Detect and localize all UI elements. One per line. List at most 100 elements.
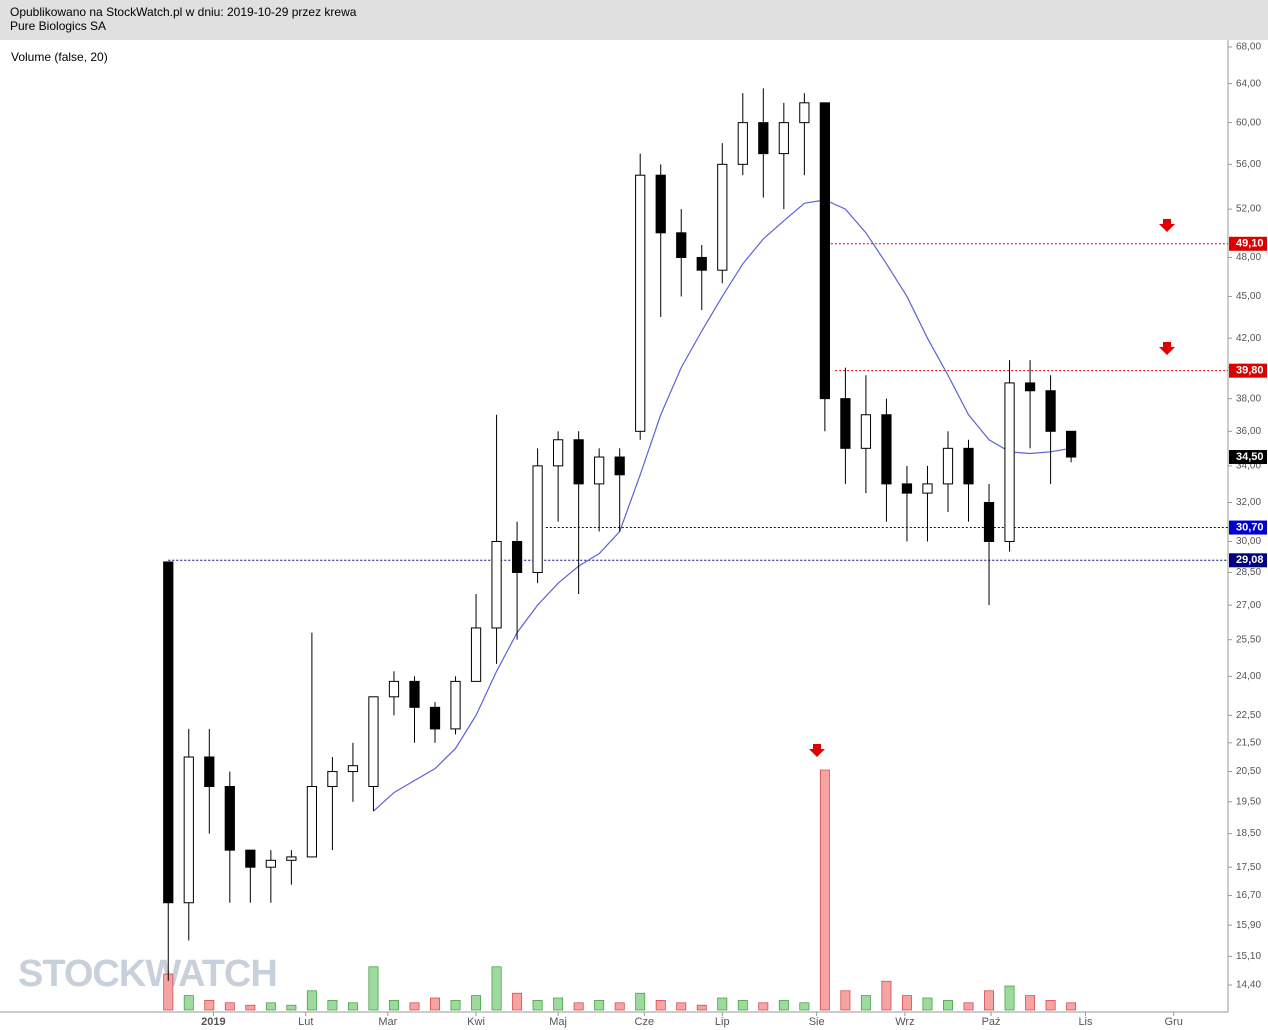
volume-bar: [676, 1002, 687, 1011]
x-tick-label: Kwi: [467, 1016, 485, 1028]
volume-bar: [635, 992, 646, 1011]
volume-bar: [1066, 1002, 1077, 1011]
watermark: STOCKWATCH: [18, 953, 277, 995]
candle-body: [655, 174, 666, 234]
volume-bar: [532, 1000, 543, 1011]
candle-body: [409, 680, 420, 708]
candle-body: [573, 439, 584, 485]
volume-bar: [183, 995, 194, 1011]
candle-body: [224, 785, 235, 851]
volume-bar: [389, 1000, 399, 1011]
y-tick-label: 48,00: [1236, 252, 1261, 263]
y-tick-label: 64,00: [1236, 78, 1261, 89]
y-tick-label: 14,40: [1236, 980, 1261, 991]
candle-body: [245, 849, 256, 868]
candle-body: [983, 501, 995, 542]
candle-body: [799, 102, 810, 124]
candle-body: [717, 163, 728, 271]
candle-body: [737, 122, 748, 165]
moving-average: [373, 199, 1072, 812]
volume-bar: [778, 1000, 789, 1011]
candle-body: [553, 439, 564, 467]
level-label: 49,10: [1236, 238, 1264, 250]
candle-body: [840, 398, 851, 449]
x-tick-label: Sie: [809, 1016, 825, 1028]
x-tick-label: 2019: [201, 1016, 225, 1028]
volume-bar: [840, 990, 851, 1011]
y-tick-label: 15,90: [1236, 920, 1261, 931]
volume-bar: [512, 992, 523, 1011]
arrows: [809, 219, 1175, 757]
candle-body: [183, 756, 194, 904]
volume-bar: [1045, 1000, 1056, 1011]
volume-bar: [881, 980, 892, 1011]
volume-bar: [943, 1000, 953, 1011]
y-tick-label: 56,00: [1236, 159, 1261, 170]
volume-bar: [922, 997, 933, 1011]
volume-bar: [737, 1000, 748, 1011]
candle-body: [1045, 390, 1056, 432]
candle-body: [819, 102, 830, 400]
candle-body: [368, 696, 379, 787]
volume-bar: [491, 966, 502, 1011]
candle-body: [758, 122, 769, 155]
volume-bar: [1025, 995, 1036, 1011]
y-tick-label: 17,50: [1236, 862, 1261, 873]
candle-body: [1004, 382, 1015, 542]
candle-body: [388, 680, 400, 698]
volume-bar: [347, 1002, 358, 1011]
candle-body: [963, 447, 974, 485]
y-tick-label: 22,50: [1236, 710, 1261, 721]
volume-bar: [963, 1002, 974, 1011]
x-tick-label: Wrz: [895, 1016, 914, 1028]
y-tick-label: 42,00: [1236, 333, 1261, 344]
candle-body: [511, 540, 523, 573]
y-tick-label: 16,70: [1236, 890, 1261, 901]
candle-body: [450, 680, 461, 730]
level-box: [1229, 363, 1267, 378]
volume-bar: [1004, 985, 1015, 1011]
candle-body: [306, 785, 318, 858]
volume-bar: [430, 997, 440, 1011]
y-tick-label: 19,50: [1236, 796, 1261, 807]
volume-bar: [409, 1002, 420, 1011]
volume-bar: [286, 1004, 297, 1011]
candle-body: [635, 174, 646, 432]
volume-bar: [758, 1002, 769, 1011]
volume-bar: [594, 1000, 605, 1011]
candle-body: [942, 447, 954, 485]
volume-bar: [573, 1002, 584, 1011]
candle-body: [922, 483, 933, 494]
publish-line: Opublikowano na StockWatch.pl w dniu: 20…: [10, 5, 357, 19]
volume-bar: [799, 1002, 810, 1011]
y-tick-label: 52,00: [1236, 204, 1261, 215]
volume-bar: [204, 1000, 215, 1011]
level-label: 29,08: [1236, 554, 1264, 566]
candle-body: [860, 414, 872, 449]
y-tick-label: 38,00: [1236, 393, 1261, 404]
arrow: [1159, 342, 1175, 355]
y-tick-label: 25,50: [1236, 634, 1261, 645]
volume-bar: [471, 995, 482, 1011]
x-tick-label: Gru: [1165, 1016, 1183, 1028]
volume-bar: [901, 995, 912, 1011]
level-box: [1229, 236, 1267, 251]
candle-body: [1065, 430, 1077, 458]
candle-body: [327, 771, 338, 787]
candle-body: [594, 456, 605, 485]
y-tick-label: 60,00: [1236, 117, 1261, 128]
arrow: [1159, 219, 1175, 232]
y-tick-label: 21,50: [1236, 737, 1261, 748]
candle-body: [491, 540, 502, 629]
y-tick-label: 30,00: [1236, 536, 1261, 547]
candle-body: [286, 856, 297, 861]
candle-body: [265, 859, 276, 868]
volume-bar: [327, 1000, 338, 1011]
candle-body: [204, 756, 215, 787]
volume-bar: [265, 1002, 276, 1011]
volume-bar: [717, 997, 728, 1011]
level-box: [1229, 520, 1267, 535]
level-box: [1229, 553, 1267, 568]
header: Opublikowano na StockWatch.pl w dniu: 20…: [0, 0, 1268, 40]
